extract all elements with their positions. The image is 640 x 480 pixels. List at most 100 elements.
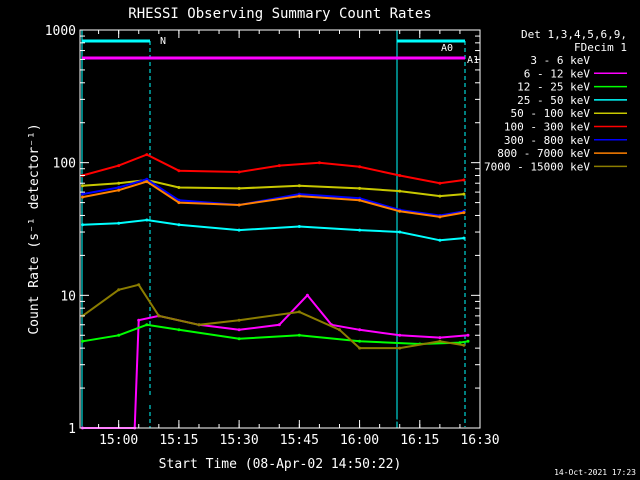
y-tick-label-3: 1000 — [45, 24, 76, 39]
series-line-3 — [82, 218, 464, 242]
series-2-point-6 — [358, 339, 362, 343]
series-5-point-4 — [237, 170, 241, 174]
x-tick-label-3: 15:45 — [280, 433, 319, 448]
series-3-point-1 — [117, 221, 121, 225]
series-7-point-1 — [117, 188, 121, 192]
series-0-point-7 — [301, 373, 305, 377]
series-4-point-4 — [237, 186, 241, 190]
legend-label-7: 800 - 7000 keV — [497, 147, 590, 160]
legend-label-8: 7000 - 15000 keV — [484, 160, 590, 173]
chart-title: RHESSI Observing Summary Count Rates — [128, 6, 431, 22]
x-tick-label-6: 16:30 — [460, 433, 499, 448]
legend-header-line-1: Det 1,3,4,5,6,9, — [521, 28, 627, 41]
series-7-point-5 — [297, 194, 301, 198]
series-3-point-7 — [398, 230, 402, 234]
series-1-point-10 — [398, 333, 402, 337]
series-8-point-9 — [398, 346, 402, 350]
legend-label-6: 300 - 800 keV — [504, 134, 590, 147]
series-0-point-3 — [149, 399, 153, 403]
series-8-point-5 — [237, 318, 241, 322]
series-5-point-1 — [117, 164, 121, 168]
series-1-point-11 — [438, 336, 442, 340]
ticks-layer: 15:00 15:15 15:30 15:45 16:00 16:15 16:30 1 10 10… — [45, 24, 500, 448]
series-7-point-4 — [237, 203, 241, 207]
y-axis-label: Count Rate (s⁻¹ detector⁻¹) — [27, 123, 42, 334]
series-0-point-4 — [197, 403, 201, 407]
series-layer — [81, 153, 470, 430]
plot-lines — [81, 30, 466, 428]
series-7-point-6 — [358, 198, 362, 202]
legend-header-line-2: FDecim 1 — [574, 41, 627, 54]
series-1-point-7 — [305, 293, 309, 297]
series-8-point-2 — [137, 283, 141, 287]
y-tick-label-2: 100 — [53, 157, 76, 172]
series-3-point-2 — [145, 218, 149, 222]
y-tick-label-0: 1 — [68, 422, 76, 437]
series-3-point-5 — [297, 225, 301, 228]
series-line-5 — [82, 153, 465, 185]
series-6-point-6 — [358, 196, 362, 200]
series-3-point-9 — [462, 236, 466, 240]
series-0-point-8 — [317, 386, 321, 390]
series-1-point-9 — [358, 328, 362, 332]
series-6-point-1 — [117, 186, 121, 189]
x-tick-label-1: 15:15 — [159, 433, 198, 448]
series-0-point-6 — [277, 392, 281, 396]
series-4-point-1 — [117, 181, 121, 185]
timestamp: 14-Oct-2021 17:23 — [554, 468, 636, 477]
series-line-4 — [82, 178, 464, 198]
series-4-point-3 — [177, 186, 181, 189]
annotation-a0: A0 — [441, 43, 453, 54]
series-2-point-8 — [458, 341, 462, 345]
series-7-point-7 — [398, 209, 402, 213]
series-line-8 — [81, 283, 465, 350]
series-line-2 — [82, 323, 469, 346]
series-4-point-9 — [462, 192, 466, 196]
series-8-point-3 — [157, 314, 161, 318]
x-axis-label: Start Time (08-Apr-02 14:50:22) — [159, 457, 402, 472]
series-1-point-6 — [277, 323, 281, 327]
series-5-point-3 — [177, 169, 181, 173]
series-6-point-2 — [145, 177, 149, 181]
plot-frame — [79, 29, 481, 429]
series-8-point-10 — [438, 339, 442, 343]
series-8-point-8 — [358, 346, 362, 350]
series-2-point-1 — [117, 333, 121, 337]
series-0-point-5 — [237, 411, 241, 415]
annotation-a1: A1 — [467, 55, 479, 66]
legend-label-5: 100 - 300 keV — [504, 121, 590, 134]
series-5-point-7 — [358, 165, 362, 169]
series-8-point-11 — [462, 343, 466, 347]
series-6-point-0 — [81, 192, 84, 196]
series-7-point-9 — [462, 211, 466, 215]
annotation-n: N — [160, 36, 166, 47]
series-0-point-2 — [141, 378, 145, 382]
series-5-point-6 — [317, 161, 321, 165]
series-7-point-8 — [438, 215, 442, 219]
legend-label-3: 25 - 50 keV — [517, 94, 590, 107]
series-7-point-3 — [177, 201, 181, 205]
series-2-point-3 — [177, 328, 181, 332]
series-0-point-9 — [350, 407, 353, 411]
series-3-point-6 — [358, 228, 362, 232]
series-1-point-5 — [237, 328, 241, 332]
series-3-point-4 — [237, 228, 241, 232]
legend-label-4: 50 - 100 keV — [511, 107, 591, 120]
series-5-point-10 — [462, 178, 466, 182]
series-5-point-5 — [277, 164, 281, 168]
series-5-point-2 — [145, 153, 149, 157]
legend-label-1: 6 - 12 keV — [524, 67, 591, 80]
series-8-point-7 — [338, 328, 341, 332]
series-8-point-4 — [197, 323, 201, 327]
x-tick-label-2: 15:30 — [220, 433, 259, 448]
series-4-point-5 — [297, 184, 301, 188]
series-2-point-9 — [466, 339, 470, 343]
series-8-point-1 — [117, 288, 121, 292]
series-2-point-5 — [297, 333, 301, 337]
series-line-0 — [82, 373, 468, 429]
y-tick-label-1: 10 — [60, 289, 76, 304]
series-7-point-2 — [145, 180, 149, 184]
